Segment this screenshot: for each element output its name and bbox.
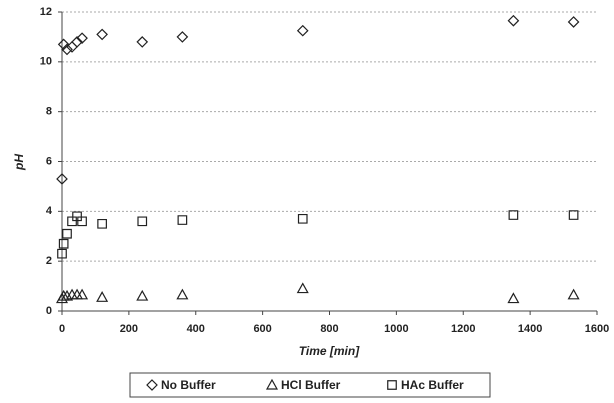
marker bbox=[66, 41, 78, 53]
x-axis-title: Time [min] bbox=[299, 344, 360, 358]
marker bbox=[507, 14, 520, 27]
marker bbox=[58, 238, 69, 249]
marker bbox=[56, 173, 68, 185]
marker bbox=[96, 291, 109, 302]
marker bbox=[77, 216, 87, 227]
x-tick-label: 0 bbox=[59, 323, 65, 335]
marker bbox=[297, 213, 308, 224]
legend-marker bbox=[387, 380, 397, 390]
marker bbox=[96, 28, 108, 41]
y-tick-label: 0 bbox=[46, 305, 52, 317]
marker bbox=[176, 288, 189, 300]
legend-text: HAc Buffer bbox=[401, 378, 464, 392]
y-tick-label: 10 bbox=[40, 56, 52, 68]
marker bbox=[62, 228, 72, 239]
marker bbox=[136, 289, 149, 301]
y-tick-label: 2 bbox=[46, 255, 52, 267]
y-axis-title: pH bbox=[12, 154, 26, 171]
marker bbox=[71, 36, 83, 48]
marker bbox=[567, 288, 580, 300]
marker bbox=[76, 288, 89, 300]
marker bbox=[57, 38, 70, 51]
legend-text: HCl Buffer bbox=[281, 378, 341, 392]
marker bbox=[568, 210, 579, 220]
marker bbox=[71, 288, 84, 300]
y-tick-label: 6 bbox=[46, 155, 52, 167]
legend-marker bbox=[265, 378, 279, 390]
marker bbox=[136, 36, 149, 48]
y-tick-label: 8 bbox=[46, 106, 52, 118]
x-tick-label: 1200 bbox=[451, 323, 475, 335]
y-tick-label: 12 bbox=[40, 6, 52, 18]
y-tick-label: 4 bbox=[46, 205, 53, 217]
marker bbox=[177, 215, 188, 225]
x-tick-label: 400 bbox=[187, 323, 205, 335]
marker bbox=[67, 216, 77, 227]
marker bbox=[72, 211, 82, 222]
marker bbox=[567, 16, 580, 28]
x-tick-label: 600 bbox=[253, 323, 271, 335]
marker bbox=[507, 292, 520, 304]
x-tick-label: 1600 bbox=[585, 323, 609, 335]
marker bbox=[176, 31, 189, 43]
marker bbox=[57, 248, 67, 259]
x-tick-label: 1400 bbox=[518, 323, 542, 335]
marker bbox=[508, 210, 519, 220]
marker bbox=[296, 282, 309, 294]
legend-marker bbox=[146, 379, 158, 391]
marker bbox=[61, 43, 73, 56]
x-tick-label: 1000 bbox=[384, 323, 408, 335]
x-tick-label: 800 bbox=[320, 323, 338, 335]
marker bbox=[97, 218, 107, 229]
x-tick-label: 200 bbox=[120, 323, 138, 335]
legend-text: No Buffer bbox=[161, 378, 216, 392]
marker bbox=[76, 32, 88, 45]
marker bbox=[296, 24, 309, 37]
marker bbox=[137, 216, 148, 227]
legend-box bbox=[129, 372, 491, 398]
